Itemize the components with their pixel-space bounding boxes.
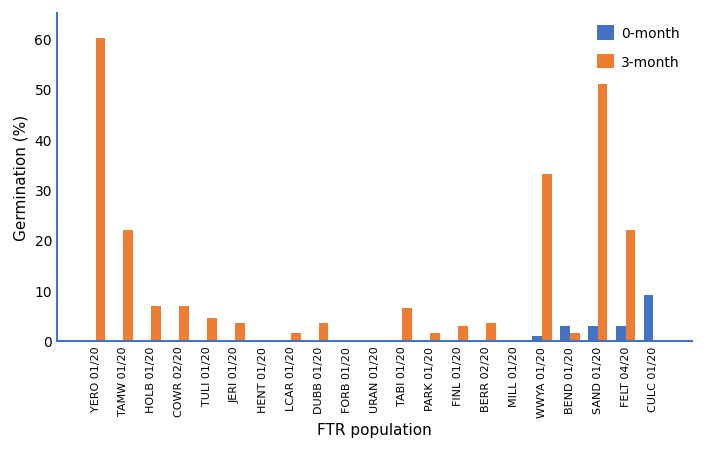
Bar [588, 326, 598, 341]
Bar [179, 306, 189, 341]
Bar [318, 323, 328, 341]
Legend: 0-month, 3-month: 0-month, 3-month [592, 21, 685, 75]
Bar [486, 323, 496, 341]
Bar [291, 333, 301, 341]
Bar [124, 230, 133, 341]
Bar [532, 336, 542, 341]
Bar [560, 326, 570, 341]
Bar [616, 326, 626, 341]
Bar [235, 323, 245, 341]
Bar [431, 333, 440, 341]
Bar [626, 230, 635, 341]
Bar [151, 306, 161, 341]
Bar [402, 308, 412, 341]
Bar [598, 84, 607, 341]
Y-axis label: Germination (%): Germination (%) [14, 115, 29, 240]
Bar [542, 175, 551, 341]
Bar [570, 333, 580, 341]
Bar [644, 296, 654, 341]
Bar [95, 39, 105, 341]
Bar [458, 326, 468, 341]
X-axis label: FTR population: FTR population [317, 422, 432, 437]
Bar [207, 318, 217, 341]
